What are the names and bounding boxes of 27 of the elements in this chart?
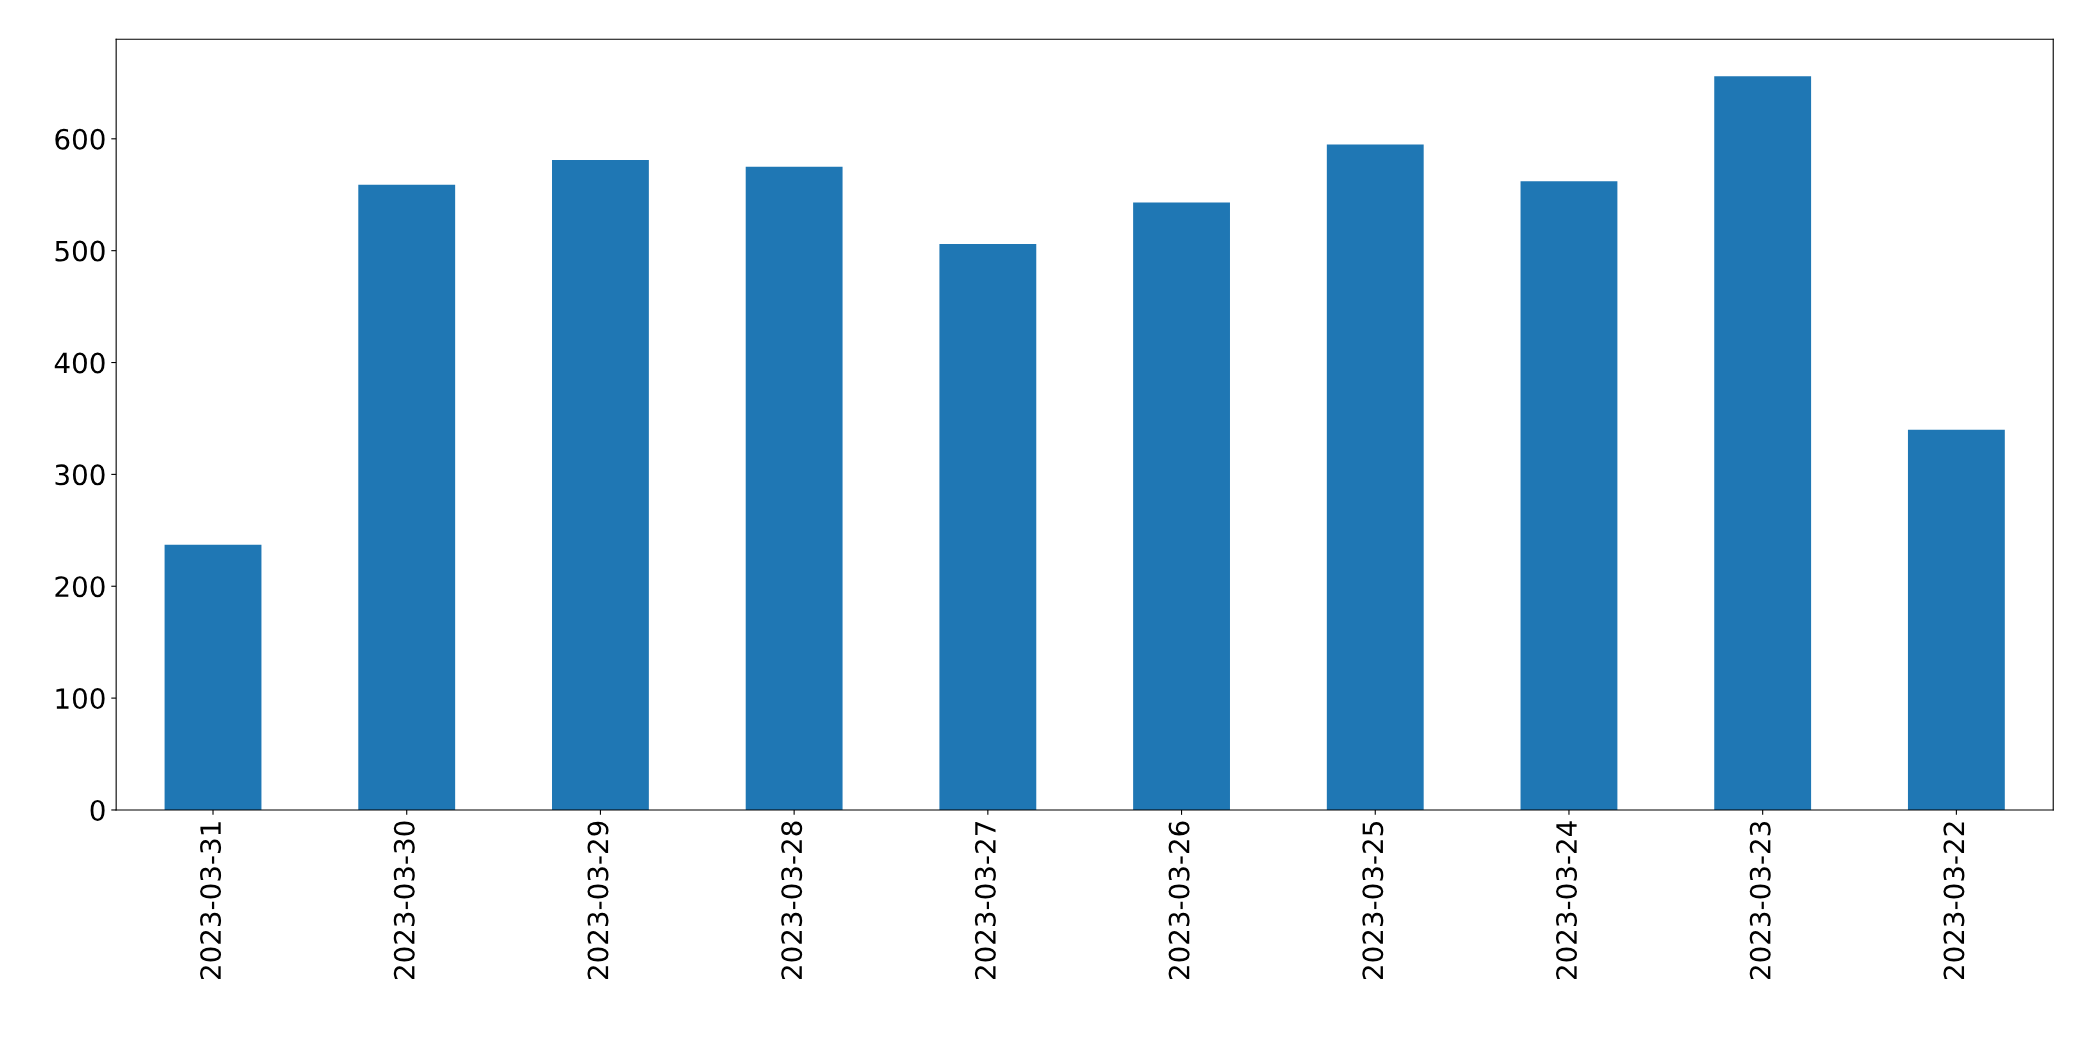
- bar: [1714, 76, 1812, 810]
- bar: [1520, 181, 1618, 810]
- y-tick-label: 0: [90, 799, 105, 821]
- y-tick-label: 300: [55, 464, 105, 486]
- x-tick-label: 2023-03-28: [781, 821, 803, 980]
- bar: [1907, 429, 2005, 810]
- x-tick-label: 2023-03-26: [1168, 821, 1190, 980]
- bar: [939, 243, 1037, 810]
- y-tick-label: 600: [55, 128, 105, 150]
- x-tick-label: 2023-03-25: [1362, 822, 1384, 980]
- bar: [358, 184, 456, 810]
- bar: [1326, 144, 1424, 810]
- bar: [745, 166, 843, 810]
- x-tick-label: 2023-03-29: [587, 821, 609, 980]
- y-tick-label: 100: [56, 688, 105, 710]
- x-tick-label: 2023-03-23: [1749, 821, 1771, 980]
- y-tick-label: 500: [55, 240, 105, 262]
- x-tick-label: 2023-03-30: [393, 821, 415, 980]
- x-tick-label: 2023-03-24: [1556, 821, 1578, 980]
- x-tick-label: 2023-03-22: [1943, 822, 1965, 980]
- x-tick-label: 2023-03-31: [200, 822, 222, 980]
- bar: [164, 544, 262, 810]
- x-tick-label: 2023-03-27: [974, 822, 996, 980]
- y-tick-label: 200: [55, 576, 105, 598]
- bar: [1133, 202, 1230, 810]
- y-tick-label: 400: [54, 352, 105, 374]
- bar: [552, 160, 649, 810]
